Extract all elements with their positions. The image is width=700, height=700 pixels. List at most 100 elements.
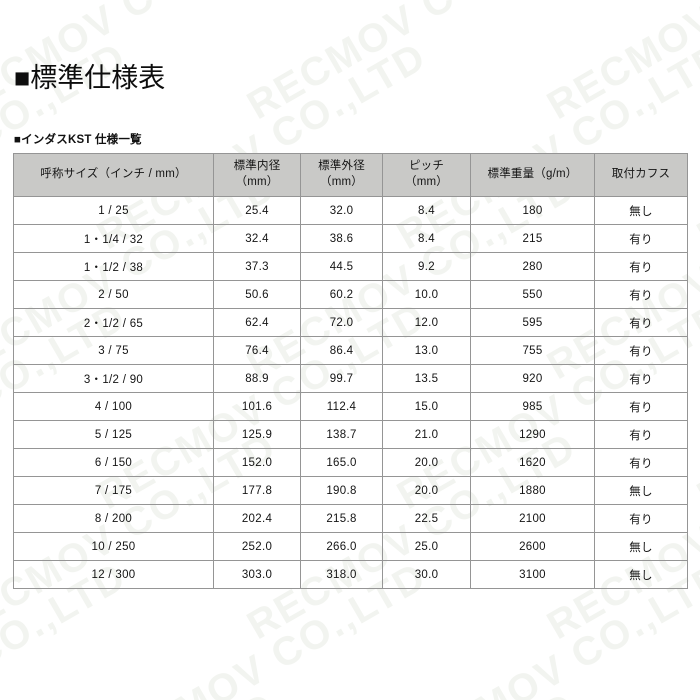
cell-weight: 180 — [470, 196, 595, 225]
cell-inner-diameter: 88.9 — [213, 364, 301, 393]
cell-outer-diameter: 99.7 — [300, 364, 383, 393]
column-header-line1: 呼称サイズ（インチ / mm） — [40, 168, 187, 181]
column-header-line1: 標準内径 — [233, 160, 281, 173]
column-header-line1: ピッチ — [408, 160, 445, 173]
cell-pitch: 15.0 — [382, 392, 471, 421]
column-header-line2: （mm） — [405, 176, 448, 188]
table-row: 3・1/2 / 90 88.9 99.7 13.5 920 有り — [13, 364, 688, 393]
cell-inner-diameter: 37.3 — [213, 252, 301, 281]
cell-weight: 550 — [470, 280, 595, 309]
cell-inner-diameter: 76.4 — [213, 336, 301, 365]
table-header: 呼称サイズ（インチ / mm） 標準内径 （mm） 標準外径 （mm） ピッチ （mm） 標準… — [13, 153, 688, 197]
cell-pitch: 10.0 — [382, 280, 471, 309]
cell-outer-diameter: 190.8 — [300, 476, 383, 505]
cell-inner-diameter: 62.4 — [213, 308, 301, 337]
cell-cuff: 無し — [594, 476, 688, 505]
table-row: 1・1/2 / 38 37.3 44.5 9.2 280 有り — [13, 252, 688, 281]
column-header-line2: （mm） — [320, 176, 363, 188]
cell-inner-diameter: 152.0 — [213, 448, 301, 477]
cell-outer-diameter: 32.0 — [300, 196, 383, 225]
cell-outer-diameter: 86.4 — [300, 336, 383, 365]
cell-outer-diameter: 60.2 — [300, 280, 383, 309]
table-row: 10 / 250 252.0 266.0 25.0 2600 無し — [13, 532, 688, 561]
cell-size: 1 / 25 — [13, 196, 214, 225]
cell-inner-diameter: 202.4 — [213, 504, 301, 533]
cell-outer-diameter: 72.0 — [300, 308, 383, 337]
column-header-line1: 標準重量（g/m） — [487, 168, 578, 181]
cell-inner-diameter: 101.6 — [213, 392, 301, 421]
cell-size: 3 / 75 — [13, 336, 214, 365]
table-row: 7 / 175 177.8 190.8 20.0 1880 無し — [13, 476, 688, 505]
cell-cuff: 有り — [594, 336, 688, 365]
cell-size: 10 / 250 — [13, 532, 214, 561]
cell-weight: 280 — [470, 252, 595, 281]
cell-outer-diameter: 112.4 — [300, 392, 383, 421]
cell-pitch: 8.4 — [382, 196, 471, 225]
cell-size: 1・1/4 / 32 — [13, 224, 214, 253]
table-header-row: 呼称サイズ（インチ / mm） 標準内径 （mm） 標準外径 （mm） ピッチ （mm） 標準… — [13, 153, 688, 197]
cell-inner-diameter: 125.9 — [213, 420, 301, 449]
cell-cuff: 有り — [594, 504, 688, 533]
cell-pitch: 21.0 — [382, 420, 471, 449]
cell-cuff: 無し — [594, 196, 688, 225]
cell-outer-diameter: 38.6 — [300, 224, 383, 253]
table-row: 1・1/4 / 32 32.4 38.6 8.4 215 有り — [13, 224, 688, 253]
cell-pitch: 13.0 — [382, 336, 471, 365]
cell-inner-diameter: 25.4 — [213, 196, 301, 225]
cell-outer-diameter: 44.5 — [300, 252, 383, 281]
cell-cuff: 有り — [594, 280, 688, 309]
cell-size: 7 / 175 — [13, 476, 214, 505]
cell-size: 1・1/2 / 38 — [13, 252, 214, 281]
column-header-line1: 取付カフス — [611, 168, 671, 181]
table-row: 12 / 300 303.0 318.0 30.0 3100 無し — [13, 560, 688, 589]
cell-weight: 1880 — [470, 476, 595, 505]
cell-cuff: 有り — [594, 448, 688, 477]
cell-weight: 1620 — [470, 448, 595, 477]
cell-pitch: 13.5 — [382, 364, 471, 393]
column-header-pitch: ピッチ （mm） — [382, 153, 471, 197]
table-body: 1 / 25 25.4 32.0 8.4 180 無し 1・1/4 / 32 32.4 38.6… — [13, 196, 688, 589]
column-header-outer-diameter: 標準外径 （mm） — [300, 153, 383, 197]
table-row: 3 / 75 76.4 86.4 13.0 755 有り — [13, 336, 688, 365]
cell-pitch: 20.0 — [382, 476, 471, 505]
cell-outer-diameter: 138.7 — [300, 420, 383, 449]
cell-cuff: 有り — [594, 224, 688, 253]
cell-inner-diameter: 303.0 — [213, 560, 301, 589]
table-row: 6 / 150 152.0 165.0 20.0 1620 有り — [13, 448, 688, 477]
column-header-weight: 標準重量（g/m） — [470, 153, 595, 197]
cell-size: 8 / 200 — [13, 504, 214, 533]
table-row: 2 / 50 50.6 60.2 10.0 550 有り — [13, 280, 688, 309]
cell-pitch: 25.0 — [382, 532, 471, 561]
column-header-line2: （mm） — [235, 176, 279, 188]
cell-size: 2・1/2 / 65 — [13, 308, 214, 337]
cell-weight: 985 — [470, 392, 595, 421]
cell-size: 3・1/2 / 90 — [13, 364, 214, 393]
column-header-inner-diameter: 標準内径 （mm） — [213, 153, 301, 197]
cell-pitch: 20.0 — [382, 448, 471, 477]
cell-size: 12 / 300 — [13, 560, 214, 589]
table-row: 1 / 25 25.4 32.0 8.4 180 無し — [13, 196, 688, 225]
cell-size: 4 / 100 — [13, 392, 214, 421]
cell-weight: 1290 — [470, 420, 595, 449]
cell-size: 5 / 125 — [13, 420, 214, 449]
table-row: 2・1/2 / 65 62.4 72.0 12.0 595 有り — [13, 308, 688, 337]
table-row: 4 / 100 101.6 112.4 15.0 985 有り — [13, 392, 688, 421]
cell-inner-diameter: 177.8 — [213, 476, 301, 505]
cell-inner-diameter: 32.4 — [213, 224, 301, 253]
cell-outer-diameter: 266.0 — [300, 532, 383, 561]
cell-cuff: 有り — [594, 392, 688, 421]
cell-pitch: 30.0 — [382, 560, 471, 589]
cell-weight: 2600 — [470, 532, 595, 561]
cell-inner-diameter: 50.6 — [213, 280, 301, 309]
table-row: 5 / 125 125.9 138.7 21.0 1290 有り — [13, 420, 688, 449]
page-title: ■標準仕様表 — [14, 63, 166, 93]
cell-cuff: 有り — [594, 420, 688, 449]
cell-cuff: 無し — [594, 560, 688, 589]
cell-cuff: 有り — [594, 252, 688, 281]
column-header-size: 呼称サイズ（インチ / mm） — [13, 153, 214, 197]
column-header-line1: 標準外径 — [318, 160, 365, 173]
section-subtitle: ■インダスKST 仕様一覧 — [14, 134, 142, 146]
cell-cuff: 有り — [594, 308, 688, 337]
cell-outer-diameter: 215.8 — [300, 504, 383, 533]
